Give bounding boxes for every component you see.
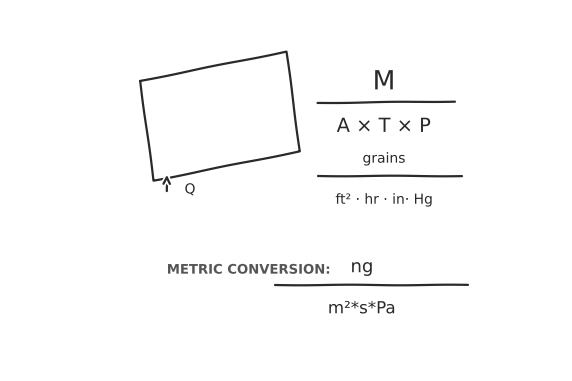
Text: grains: grains: [363, 152, 406, 166]
Text: METRIC CONVERSION:: METRIC CONVERSION:: [167, 264, 332, 277]
Text: Q: Q: [185, 182, 196, 197]
Text: ng: ng: [351, 258, 374, 276]
Text: m²*s*Pa: m²*s*Pa: [328, 299, 396, 317]
Text: M: M: [372, 69, 395, 95]
Text: ft² · hr · in· Hg: ft² · hr · in· Hg: [335, 193, 432, 207]
Text: A × T × P: A × T × P: [337, 117, 431, 136]
